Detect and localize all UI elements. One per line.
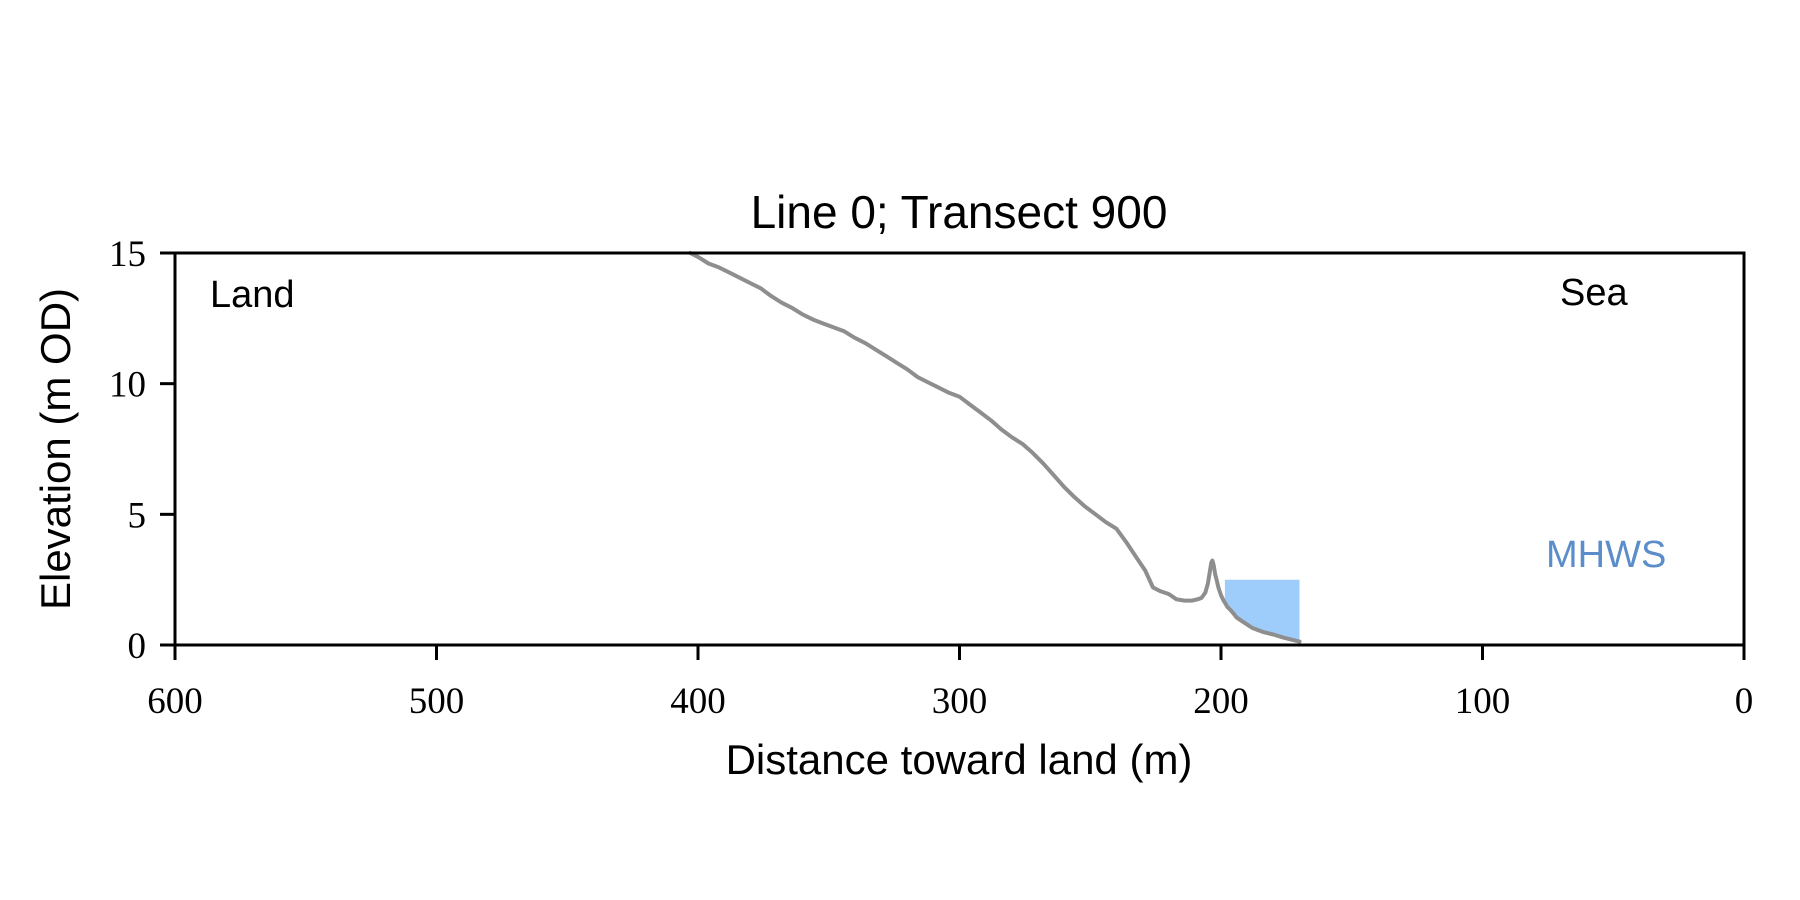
x-axis-tick-labels: 600 500 400 300 200 100 0	[147, 681, 1753, 722]
y-tick-label: 5	[128, 495, 147, 536]
y-axis-label: Elevation (m OD)	[32, 288, 79, 610]
y-tick-label: 10	[109, 365, 146, 406]
chart-title: Line 0; Transect 900	[751, 186, 1168, 238]
x-tick-label: 500	[409, 681, 465, 722]
x-tick-label: 400	[670, 681, 726, 722]
axis-ticks	[160, 251, 1746, 660]
y-axis-tick-labels: 0 5 10 15	[109, 234, 146, 667]
x-tick-label: 300	[932, 681, 988, 722]
x-tick-label: 0	[1735, 681, 1754, 722]
elevation-profile-layer	[688, 251, 1302, 644]
mhws-annotation: MHWS	[1546, 534, 1666, 576]
elevation-profile-path	[688, 251, 1302, 644]
x-tick-label: 200	[1193, 681, 1249, 722]
x-tick-label: 100	[1455, 681, 1511, 722]
y-tick-label: 15	[109, 234, 146, 275]
plot-border	[173, 251, 1746, 647]
sea-annotation: Sea	[1560, 272, 1628, 314]
x-tick-label: 600	[147, 681, 203, 722]
x-axis-label: Distance toward land (m)	[726, 736, 1193, 783]
mhws-water-fill-layer	[1224, 579, 1300, 642]
y-tick-label: 0	[128, 626, 147, 667]
land-annotation: Land	[210, 274, 295, 316]
mhws-water-polygon	[1224, 579, 1300, 642]
